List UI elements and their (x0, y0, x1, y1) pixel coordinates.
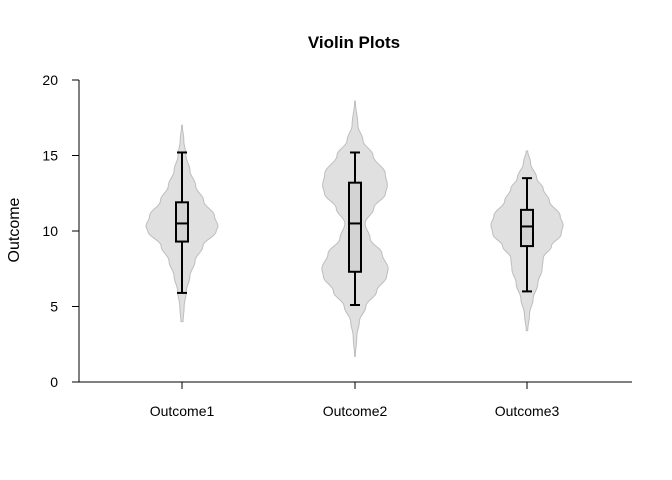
y-tick-label: 20 (42, 72, 58, 88)
axes: 0 5 10 15 20 Outcome1 Outcome2 Outcome3 (42, 72, 632, 419)
y-tick-label: 0 (50, 374, 58, 390)
y-tick-label: 10 (42, 223, 58, 239)
chart-title: Violin Plots (308, 33, 400, 52)
y-tick-label: 5 (50, 299, 58, 315)
x-tick-label: Outcome1 (150, 403, 215, 419)
box-outcome2 (348, 181, 362, 273)
box-outcome1 (175, 201, 189, 243)
plot-area (145, 100, 564, 357)
y-axis-label: Outcome (6, 197, 23, 262)
x-tick-label: Outcome3 (495, 403, 560, 419)
box-outcome3 (520, 208, 534, 248)
x-tick-label: Outcome2 (323, 403, 388, 419)
y-tick-label: 15 (42, 148, 58, 164)
